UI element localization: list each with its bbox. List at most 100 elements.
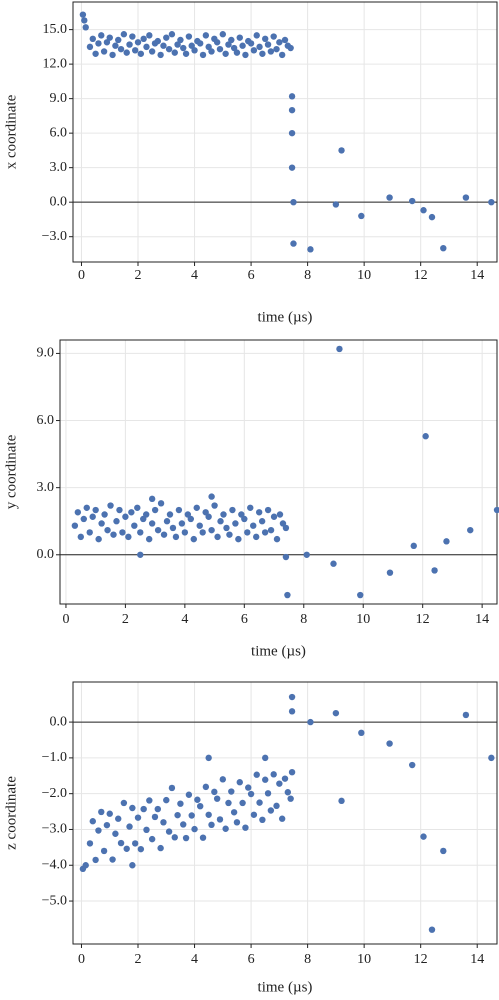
point [174, 41, 181, 48]
point [229, 506, 236, 514]
point [188, 42, 195, 49]
point [163, 34, 170, 41]
y-tick-label: −2.0 [42, 786, 67, 801]
y-tick-label: 0.0 [37, 547, 55, 562]
point [208, 48, 215, 55]
point [106, 34, 113, 41]
point [386, 194, 393, 201]
x-tick-label: 0 [78, 268, 85, 283]
y-tick-label: −3.0 [42, 822, 67, 837]
point [288, 164, 296, 171]
point [282, 553, 290, 561]
point [270, 513, 278, 520]
point [131, 522, 138, 529]
x-tick-label: 4 [191, 952, 198, 967]
point [128, 509, 135, 516]
x-tick-label: 14 [475, 612, 489, 627]
x-tick-label: 6 [248, 952, 255, 967]
point [171, 834, 178, 841]
chart-panel: 0 2 4 6 8 10 12 14 0.0 3.0 6.0 9.0 time (µs) y coordi… [3, 339, 499, 659]
point [273, 802, 280, 810]
x-tick-label: 10 [357, 268, 371, 283]
point [171, 49, 178, 56]
point [125, 533, 132, 541]
point [137, 845, 145, 853]
point [98, 32, 105, 39]
point [151, 813, 159, 821]
point [89, 35, 96, 43]
y-tick-label: −1.0 [42, 750, 67, 765]
point [143, 43, 150, 51]
point [113, 518, 120, 525]
point [287, 44, 294, 52]
point [233, 819, 241, 826]
point [208, 526, 215, 534]
point [146, 32, 153, 39]
point [191, 47, 198, 54]
point [112, 42, 119, 49]
point [241, 515, 248, 523]
point [143, 511, 150, 518]
point [420, 207, 427, 214]
point [166, 511, 174, 518]
point [264, 790, 272, 797]
point [259, 50, 266, 57]
point [197, 40, 204, 47]
point [244, 529, 251, 536]
y-tick-label: −5.0 [42, 893, 67, 908]
point [199, 51, 207, 59]
point [86, 840, 94, 847]
x-axis-label: time (µs) [258, 979, 313, 995]
point [86, 529, 93, 536]
point [122, 513, 129, 520]
point [281, 775, 289, 782]
point [428, 926, 436, 933]
point [168, 31, 176, 38]
point [288, 708, 296, 715]
point [194, 796, 201, 803]
point [220, 511, 227, 518]
point [134, 504, 141, 511]
point [185, 791, 193, 798]
point [288, 693, 296, 701]
point [182, 834, 190, 842]
point [191, 825, 198, 833]
y-tick-label: 0.0 [50, 194, 68, 209]
point [267, 48, 275, 55]
point [143, 826, 150, 834]
point [420, 833, 427, 840]
point [146, 797, 153, 804]
point [180, 821, 187, 828]
point [148, 495, 156, 503]
point [264, 506, 272, 514]
point [174, 811, 181, 819]
x-tick-label: 8 [300, 612, 307, 627]
y-tick-label: 0.0 [50, 714, 68, 729]
x-tick-label: 2 [135, 268, 142, 283]
plot-frame [59, 339, 498, 605]
point [120, 799, 128, 807]
point [140, 35, 147, 43]
point [95, 535, 102, 543]
point [92, 506, 99, 514]
point [236, 34, 243, 41]
point [262, 754, 269, 762]
point [409, 197, 416, 205]
point [428, 213, 436, 221]
point [131, 840, 139, 847]
point [129, 33, 136, 40]
point [261, 529, 269, 536]
point [219, 31, 227, 38]
point [488, 754, 495, 762]
point [116, 506, 123, 514]
point [230, 809, 238, 816]
x-tick-label: 2 [122, 612, 129, 627]
x-tick-label: 8 [304, 952, 311, 967]
point [169, 524, 177, 532]
point [95, 827, 102, 834]
point [154, 526, 162, 534]
point [233, 49, 241, 56]
point [145, 535, 153, 543]
x-tick-label: 0 [78, 952, 85, 967]
